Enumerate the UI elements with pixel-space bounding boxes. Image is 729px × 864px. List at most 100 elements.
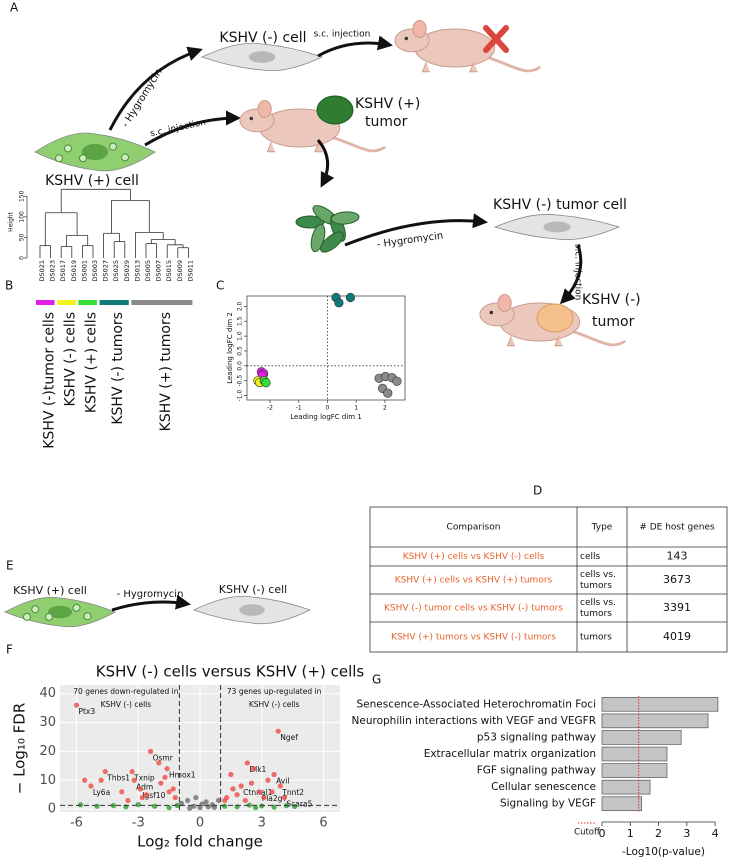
y-tick-label: 50 [19,233,26,241]
leaf-label: DS007 [155,260,163,282]
x-tick-label: 0 [196,816,204,831]
episome [83,612,92,621]
leaf-label: DS017 [59,260,67,282]
group-bar [57,300,76,305]
point [166,805,172,811]
bar [601,763,668,778]
y-tick-label: 0 [48,802,56,817]
panel-label: F [6,643,13,657]
point [135,801,141,808]
arrow [144,110,241,147]
mouse-leg [314,142,323,153]
axis-label: -Log10(p-value) [622,846,705,858]
episome [64,144,72,153]
point [137,786,143,792]
group-label: KSHV (-) cells [63,312,79,406]
point [152,803,158,809]
table-cell: cells vs. [580,570,616,580]
arrow [111,594,191,612]
group-bar [36,300,55,305]
point [185,797,191,804]
leaf-label: DS027 [102,260,110,282]
mouse-ear [497,293,512,313]
point [178,800,185,806]
group-label: KSHV (-)tumor cells [41,312,57,449]
point-label: Thbs1 [106,774,130,783]
point [383,388,393,398]
leaf-label: DS021 [38,260,46,282]
point [250,766,257,772]
y-tick-label: 1.0 [237,331,244,341]
table-cell: tumors [580,609,612,619]
label: tumor [365,114,408,130]
table-cell: 3391 [663,601,691,614]
group-label: KSHV (-) tumors [110,312,126,425]
tumor-cell [330,211,360,225]
x-tick-label: 2 [383,405,387,412]
group-bar [78,300,97,305]
leaf-label: DS029 [123,260,131,282]
y-tick-label: 1.5 [237,316,244,326]
y-tick-label: 0.0 [237,361,244,371]
point [156,760,162,766]
mouse-leg [266,142,276,153]
table-cell: cells vs. [580,598,616,608]
label: s.c. injection [573,244,583,301]
x-tick-label: -2 [267,405,273,412]
mouse-ear [257,99,272,119]
tumor [316,95,354,125]
point [257,789,263,795]
point [275,728,281,734]
point [292,803,298,810]
chart-title: KSHV (-) cells versus KSHV (+) cells [96,663,365,681]
point [77,802,84,808]
point [222,797,228,804]
leaf-label: DS011 [186,260,194,282]
point [234,792,240,798]
bar [601,796,642,812]
point [228,771,234,778]
point [88,783,94,789]
mouse-leg [469,62,478,73]
label: KSHV (-) [582,292,641,308]
cell [34,132,156,172]
leaf-label: DS023 [49,260,57,282]
y-tick-label: 30 [39,715,56,730]
mouse-tail [572,330,627,347]
table-cell: tumors [580,633,612,643]
point [73,702,80,708]
label: KSHV (+) cell [13,584,87,597]
y-tick-label: Cellular senescence [491,781,596,793]
table-cell: KSHV (+) tumors vs KSHV (-) tumors [391,633,556,643]
arrow [317,35,393,58]
point [222,803,228,809]
y-tick-label: p53 signaling pathway [477,731,596,743]
point-label: Ptx3 [78,707,95,716]
point [345,292,356,303]
mouse [239,99,387,153]
point [259,803,265,809]
table-cell: KSHV (+) cells vs KSHV (+) tumors [395,576,553,586]
table-header: # DE host genes [639,523,715,533]
point [98,777,104,783]
table-cell: 4019 [663,630,691,643]
cell [200,42,324,72]
mouse-eye [249,116,254,121]
point [110,803,117,809]
bar [601,713,709,729]
label: KSHV (+) [355,96,420,112]
x-tick-label: -3 [132,816,145,831]
nucleus [248,51,276,63]
x-tick-label: 2 [655,827,662,840]
point [261,378,271,388]
y-tick-label: -1.0 [237,390,244,402]
axis-label: Height [8,211,15,231]
episome [72,603,81,612]
point-label: Tnnt2 [281,788,304,797]
point [119,789,125,795]
point [166,789,172,795]
x-tick-label: 0 [326,405,330,412]
point [271,771,277,778]
label: s.c. injection [314,30,371,40]
